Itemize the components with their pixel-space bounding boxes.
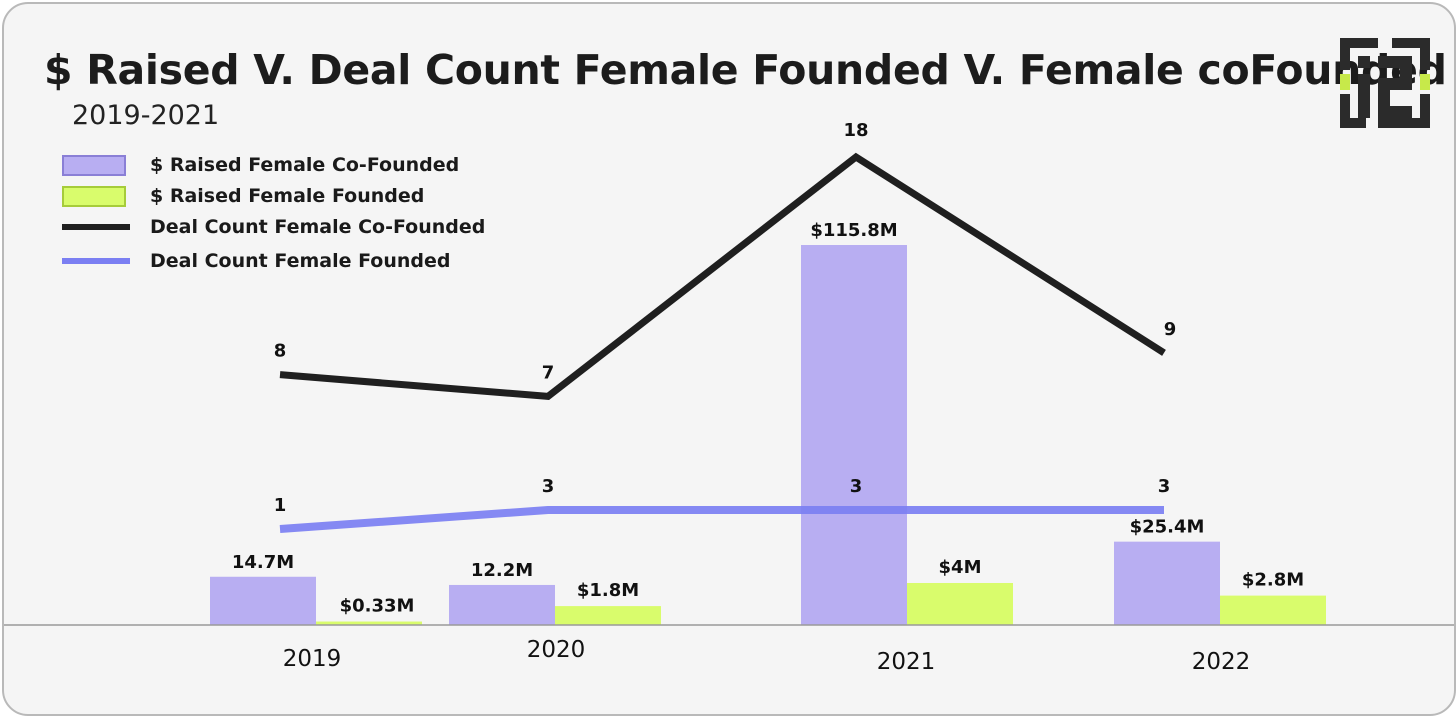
point-label-cofounded-deals: 7 (542, 362, 555, 383)
chart-title: $ Raised V. Deal Count Female Founded V.… (44, 46, 1447, 94)
bar-label-founded-raised: $2.8M (1242, 570, 1304, 591)
point-label-founded-deals: 1 (274, 495, 287, 516)
bar-cofounded-raised (449, 584, 555, 625)
bar-label-founded-raised: $1.8M (577, 580, 639, 601)
bar-founded-raised (316, 621, 422, 625)
line-founded-deals (279, 506, 1164, 533)
point-label-founded-deals: 3 (1158, 476, 1171, 497)
chart-subtitle: 2019-2021 (72, 100, 220, 131)
legend-label: $ Raised Female Founded (150, 185, 425, 207)
chart-plot-area: 14.7M $0.33M 12.2M $1.8M $115.8M $4M $25.4M $2.… (4, 120, 1454, 675)
logo-i-dot (1358, 56, 1370, 68)
logo-two (1378, 56, 1412, 118)
legend-swatch-cofounded-deals (62, 224, 130, 230)
legend-swatch-founded-raised (62, 186, 126, 207)
logo-i-stem (1358, 74, 1370, 118)
logo-accent-right (1420, 74, 1430, 90)
logo-bracket-top-right (1392, 38, 1430, 70)
legend-label: Deal Count Female Founded (150, 250, 451, 272)
bar-founded-raised (1220, 595, 1326, 625)
bar-founded-raised (907, 582, 1013, 625)
bar-label-cofounded-raised: $115.8M (810, 220, 897, 241)
bar-label-cofounded-raised: $25.4M (1130, 517, 1205, 538)
legend-swatch-founded-deals (62, 258, 130, 264)
bar-cofounded-raised (801, 245, 907, 625)
point-label-founded-deals: 3 (850, 476, 863, 497)
x-tick-label: 2019 (283, 646, 342, 672)
bar-label-cofounded-raised: 14.7M (232, 552, 294, 573)
logo-bracket-top-left (1340, 38, 1378, 70)
point-label-cofounded-deals: 8 (274, 341, 287, 362)
bar-label-cofounded-raised: 12.2M (471, 560, 533, 581)
legend-label: $ Raised Female Co-Founded (150, 154, 460, 176)
legend-label: Deal Count Female Co-Founded (150, 216, 486, 238)
point-label-cofounded-deals: 9 (1164, 319, 1177, 340)
bar-cofounded-raised (1114, 541, 1220, 625)
x-tick-label: 2022 (1192, 649, 1251, 675)
x-tick-label: 2020 (527, 637, 586, 663)
logo-accent-left (1340, 74, 1350, 90)
point-label-founded-deals: 3 (542, 476, 555, 497)
logo-bracket-bottom-left (1340, 94, 1366, 128)
legend-swatch-cofounded-raised (62, 155, 126, 176)
point-label-cofounded-deals: 18 (843, 120, 868, 141)
logo-bracket-bottom-right (1378, 94, 1430, 128)
bar-label-founded-raised: $4M (939, 557, 982, 578)
bar-founded-raised (555, 606, 661, 625)
line-cofounded-deals (279, 152, 1166, 401)
bar-cofounded-raised (210, 576, 316, 625)
x-tick-label: 2021 (877, 649, 936, 675)
bar-label-founded-raised: $0.33M (340, 596, 415, 617)
i2-logo-icon (1340, 38, 1430, 128)
